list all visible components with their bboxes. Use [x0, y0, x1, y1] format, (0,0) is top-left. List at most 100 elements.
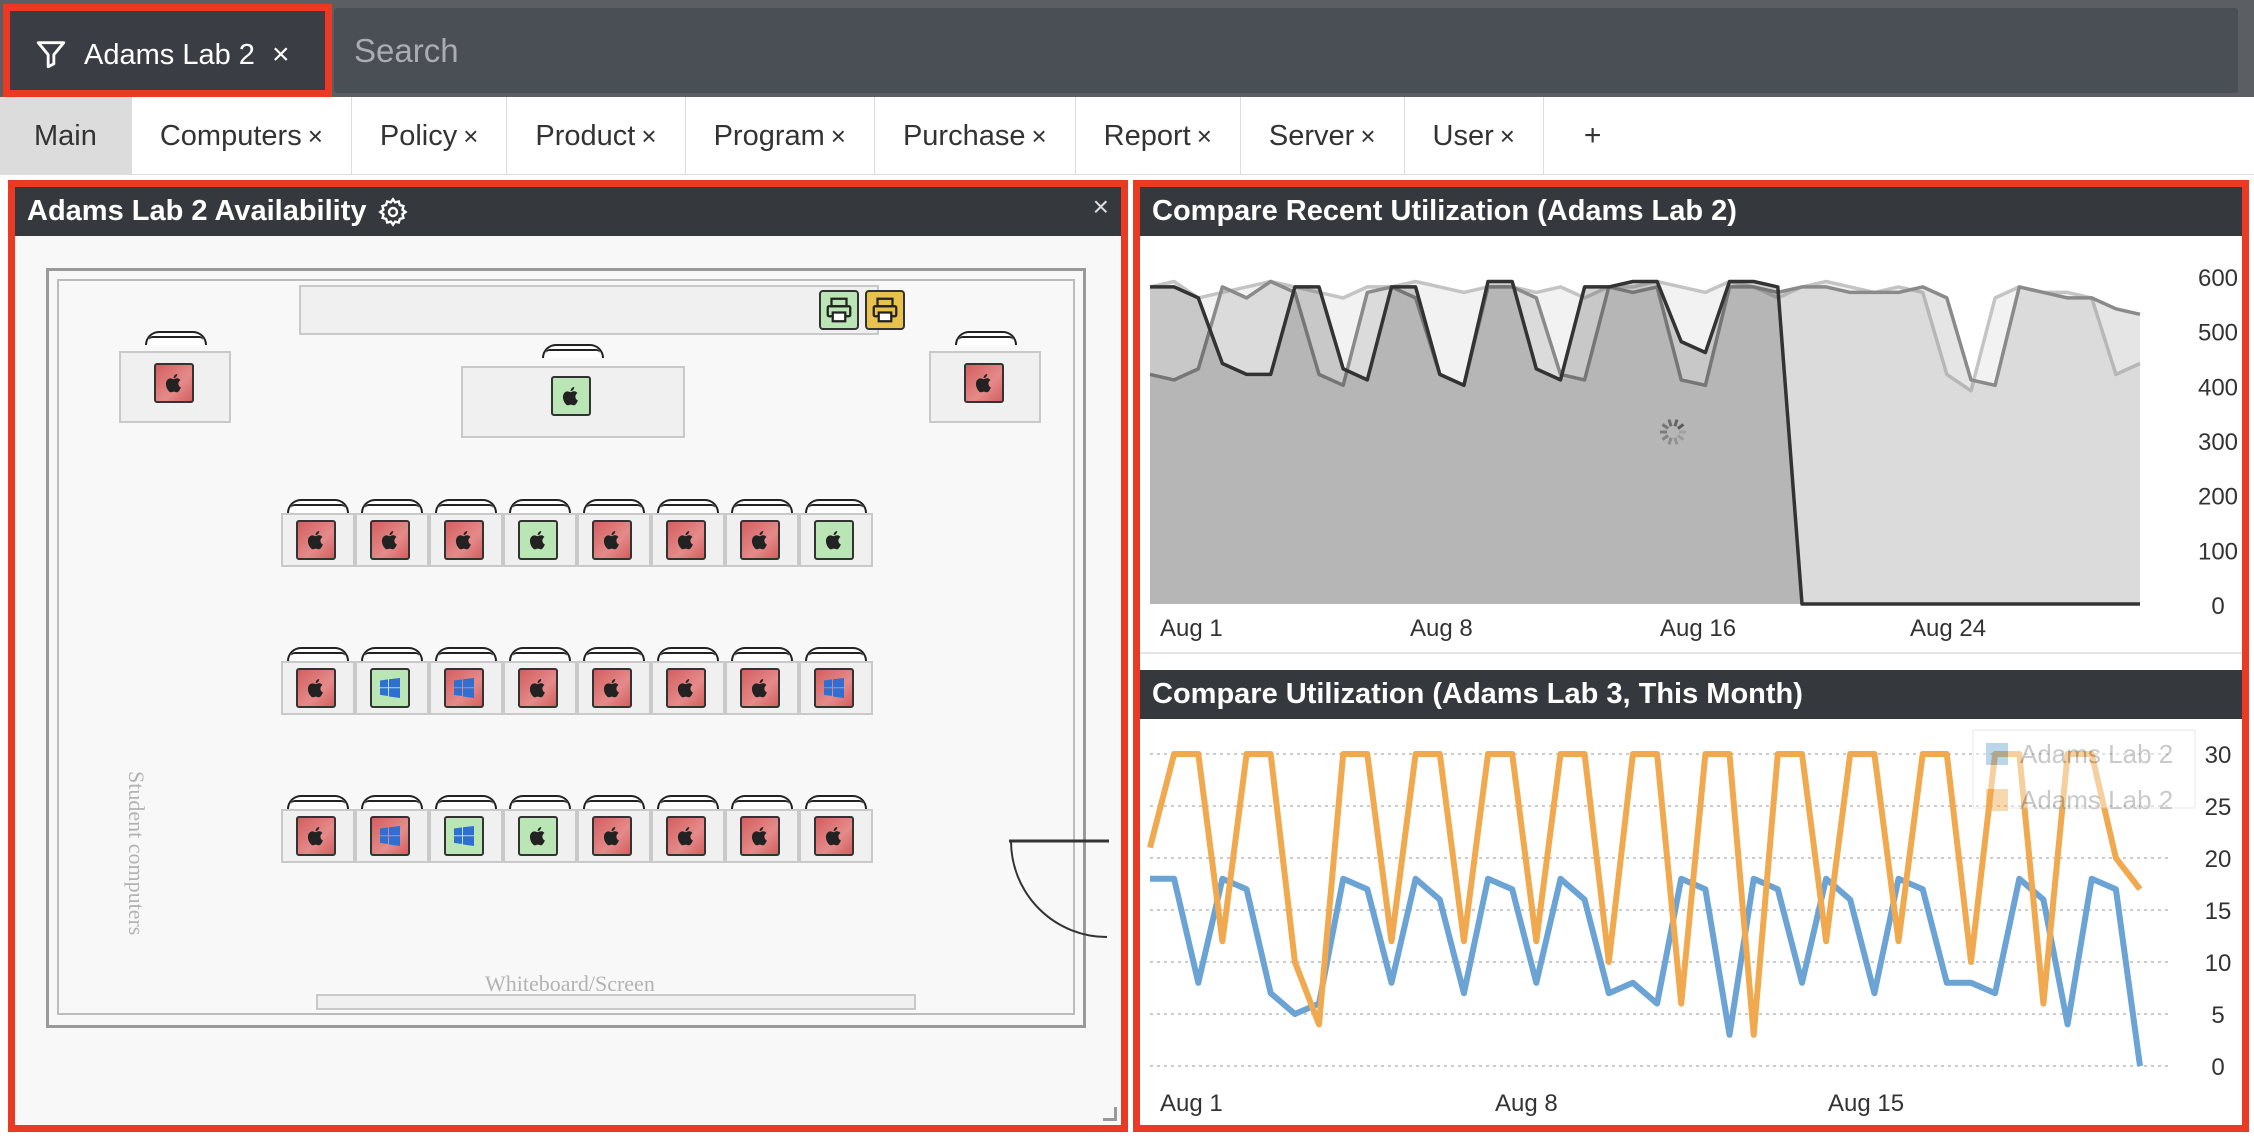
filter-label: Adams Lab 2 — [84, 39, 255, 71]
spinner-segment — [1667, 437, 1673, 445]
monthly-utilization-header: Compare Utilization (Adams Lab 3, This M… — [1140, 670, 2242, 719]
computer-status-busy[interactable] — [592, 816, 632, 856]
computer-status-busy[interactable] — [814, 816, 854, 856]
close-panel-button[interactable]: × — [1092, 191, 1109, 222]
search-input[interactable] — [334, 8, 2238, 93]
apple-icon — [307, 827, 323, 846]
computer-status-busy[interactable] — [444, 668, 484, 708]
tab-close-button[interactable]: × — [1499, 120, 1515, 151]
computer-status-free[interactable] — [814, 520, 854, 560]
apple-icon — [529, 827, 545, 846]
tab-computers[interactable]: Computers × — [132, 97, 352, 175]
tab-close-button[interactable]: × — [307, 120, 323, 151]
resize-handle[interactable] — [1103, 1107, 1117, 1121]
chair — [955, 331, 1017, 345]
spinner-segment — [1667, 419, 1673, 427]
workstation — [651, 795, 725, 863]
filter-remove-button[interactable]: × — [272, 38, 290, 71]
filter-chip[interactable]: Adams Lab 2 × — [3, 4, 332, 97]
tab-close-button[interactable]: × — [1196, 120, 1212, 151]
door — [1009, 839, 1109, 938]
apple-icon — [165, 374, 181, 393]
tab-product[interactable]: Product × — [507, 97, 686, 175]
computer-status-busy[interactable] — [740, 816, 780, 856]
tab-report[interactable]: Report × — [1076, 97, 1241, 175]
tab-close-button[interactable]: × — [1031, 120, 1047, 151]
computer-status-free[interactable] — [444, 816, 484, 856]
legend-swatch — [1986, 789, 2008, 811]
tab-main[interactable]: Main — [0, 97, 132, 175]
availability-panel: Adams Lab 2 Availability × Student compu… — [8, 180, 1128, 1132]
computer-status-busy[interactable] — [666, 816, 706, 856]
computer-status-busy[interactable] — [154, 363, 194, 403]
spinner-segment — [1673, 437, 1679, 445]
chair — [287, 499, 349, 513]
tab-server[interactable]: Server × — [1241, 97, 1405, 175]
availability-panel-header[interactable]: Adams Lab 2 Availability × — [15, 187, 1121, 236]
computer-status-busy[interactable] — [518, 668, 558, 708]
chair — [731, 795, 793, 809]
tab-close-button[interactable]: × — [830, 120, 846, 151]
add-tab-button[interactable]: + — [1544, 97, 1642, 175]
computer-status-free[interactable] — [518, 816, 558, 856]
printer-warning[interactable] — [865, 290, 905, 330]
tab-program[interactable]: Program × — [686, 97, 875, 175]
chair — [361, 499, 423, 513]
computer-status-busy[interactable] — [296, 520, 336, 560]
spinner-segment — [1673, 419, 1679, 427]
loading-spinner-icon — [1660, 419, 1686, 445]
tab-purchase[interactable]: Purchase × — [875, 97, 1076, 175]
computer-status-busy[interactable] — [964, 363, 1004, 403]
search-box[interactable] — [334, 8, 2238, 93]
monthly-utilization-title: Compare Utilization (Adams Lab 3, This M… — [1152, 678, 1803, 710]
legend-label: Adams Lab 2 — [2020, 739, 2173, 769]
workstation — [281, 499, 355, 567]
y-tick-label: 20 — [2205, 846, 2232, 873]
apple-icon — [751, 679, 767, 698]
printer-available[interactable] — [819, 290, 859, 330]
computer-status-busy[interactable] — [666, 520, 706, 560]
workstation — [725, 795, 799, 863]
computer-status-free[interactable] — [370, 668, 410, 708]
computer-status-busy[interactable] — [370, 520, 410, 560]
spinner-segment — [1677, 423, 1685, 430]
apple-icon — [677, 679, 693, 698]
chair — [509, 795, 571, 809]
gear-icon[interactable] — [377, 196, 409, 228]
monthly-utilization-svg: 30 25 20 15 10 5 0 Adams Lab 2 Adams Lab 2 Aug 1 A… — [1147, 729, 2232, 1117]
tab-label: Report — [1103, 119, 1191, 152]
workstation — [725, 499, 799, 567]
computer-status-busy[interactable] — [592, 668, 632, 708]
chair — [361, 647, 423, 661]
availability-title: Adams Lab 2 Availability — [27, 195, 367, 227]
computer-status-free[interactable] — [518, 520, 558, 560]
computer-status-busy[interactable] — [814, 668, 854, 708]
chair — [435, 795, 497, 809]
legend-box — [1972, 729, 2196, 809]
y-tick-label: 400 — [2198, 374, 2238, 401]
tab-policy[interactable]: Policy × — [352, 97, 508, 175]
computer-status-busy[interactable] — [592, 520, 632, 560]
computer-status-busy[interactable] — [666, 668, 706, 708]
apple-icon — [751, 827, 767, 846]
tab-label: + — [1583, 119, 1602, 152]
computer-status-busy[interactable] — [740, 520, 780, 560]
apple-icon — [307, 531, 323, 550]
computer-status-busy[interactable] — [370, 816, 410, 856]
computer-status-free[interactable] — [551, 376, 591, 416]
whiteboard-label: Whiteboard/Screen — [485, 971, 655, 996]
chart-legend[interactable]: Adams Lab 2 Adams Lab 2 — [1972, 729, 2196, 815]
tab-user[interactable]: User × — [1405, 97, 1544, 175]
tab-close-button[interactable]: × — [641, 120, 657, 151]
windows-icon — [380, 826, 400, 846]
legend-label: Adams Lab 2 — [2020, 785, 2173, 815]
computer-status-busy[interactable] — [296, 816, 336, 856]
apple-icon — [455, 531, 471, 550]
computer-status-busy[interactable] — [296, 668, 336, 708]
tab-close-button[interactable]: × — [1360, 120, 1376, 151]
computer-status-busy[interactable] — [740, 668, 780, 708]
chair — [509, 499, 571, 513]
tab-close-button[interactable]: × — [463, 120, 479, 151]
chair — [287, 795, 349, 809]
computer-status-busy[interactable] — [444, 520, 484, 560]
